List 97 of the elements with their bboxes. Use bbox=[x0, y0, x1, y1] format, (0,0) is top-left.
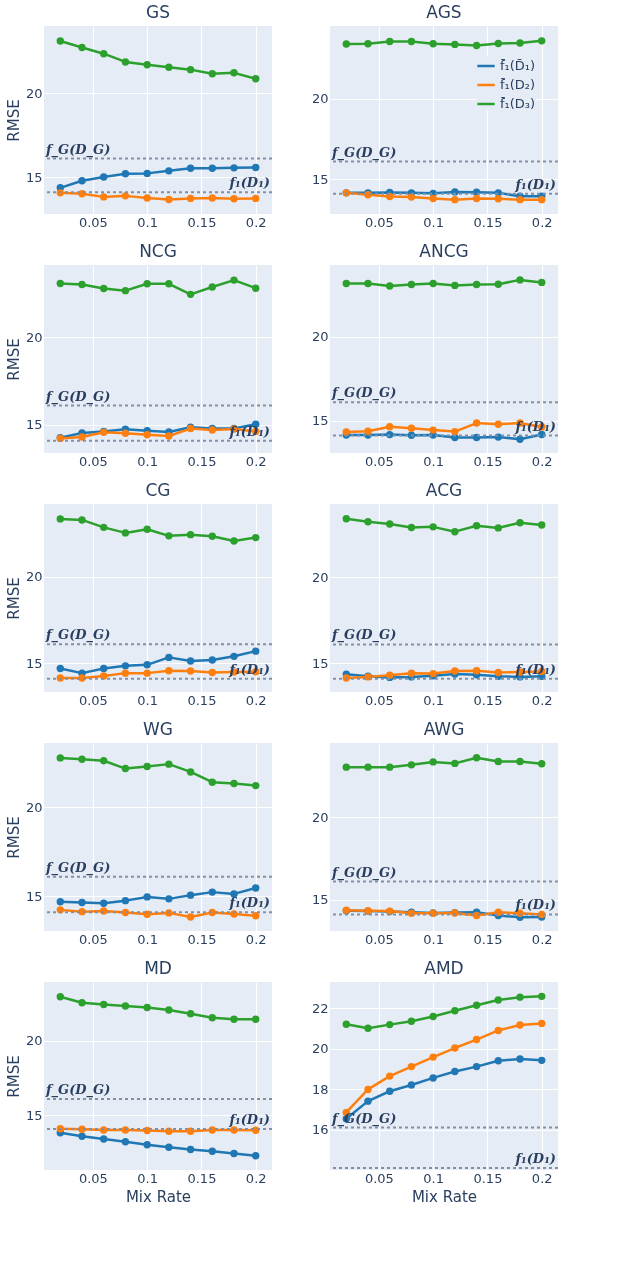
x-tick-label: 0.2 bbox=[245, 692, 267, 708]
y-tick-label: 15 bbox=[311, 171, 329, 187]
y-tick-label: 18 bbox=[311, 1081, 329, 1097]
y-axis-title: RMSE bbox=[4, 816, 23, 859]
y-axis-title: RMSE bbox=[4, 338, 23, 381]
y-tick-label: 15 bbox=[311, 413, 329, 429]
x-tick-label: 0.05 bbox=[364, 931, 394, 947]
y-tick-label: 15 bbox=[25, 169, 43, 185]
y-tick-label: 15 bbox=[25, 417, 43, 433]
x-tick-label: 0.1 bbox=[137, 692, 158, 708]
x-tick-label: 0.05 bbox=[364, 692, 394, 708]
x-tick-label: 0.15 bbox=[473, 931, 503, 947]
y-axis-title: RMSE bbox=[4, 577, 23, 620]
x-tick-label: 0.1 bbox=[423, 453, 444, 469]
y-tick-label: 15 bbox=[311, 892, 329, 908]
x-tick-label: 0.05 bbox=[364, 214, 394, 230]
chart-title: MD bbox=[144, 958, 172, 978]
x-tick-label: 0.2 bbox=[531, 1170, 553, 1186]
chart-title: CG bbox=[145, 480, 171, 500]
x-tick-label: 0.15 bbox=[187, 931, 217, 947]
ref-line-label: f₁(D₁) bbox=[514, 897, 556, 913]
x-tick-label: 0.05 bbox=[78, 931, 108, 947]
ref-line-label: f₁(D₁) bbox=[514, 1150, 556, 1166]
x-tick-label: 0.05 bbox=[78, 1170, 108, 1186]
x-tick-label: 0.2 bbox=[531, 931, 553, 947]
x-tick-label: 0.1 bbox=[423, 931, 444, 947]
y-tick-label: 16 bbox=[311, 1122, 329, 1138]
x-tick-label: 0.1 bbox=[137, 453, 158, 469]
y-tick-label: 22 bbox=[311, 1000, 329, 1016]
ref-line-label: f₁(D₁) bbox=[228, 895, 270, 911]
ref-line-label: f_G(D_G) bbox=[331, 627, 397, 644]
x-tick-label: 0.2 bbox=[245, 931, 267, 947]
x-tick-label: 0.1 bbox=[137, 1170, 158, 1186]
x-tick-label: 0.15 bbox=[187, 214, 217, 230]
x-tick-label: 0.05 bbox=[78, 214, 108, 230]
x-tick-label: 0.2 bbox=[245, 453, 267, 469]
ref-line-label: f_G(D_G) bbox=[45, 141, 111, 158]
x-tick-label: 0.15 bbox=[187, 1170, 217, 1186]
y-tick-label: 20 bbox=[25, 329, 43, 345]
y-tick-label: 20 bbox=[311, 569, 329, 585]
y-tick-label: 20 bbox=[25, 85, 43, 101]
x-tick-label: 0.1 bbox=[423, 692, 444, 708]
y-tick-label: 20 bbox=[311, 1041, 329, 1057]
y-tick-label: 15 bbox=[25, 655, 43, 671]
x-tick-label: 0.05 bbox=[78, 453, 108, 469]
x-tick-label: 0.15 bbox=[473, 1170, 503, 1186]
chart-title: ACG bbox=[425, 480, 463, 500]
y-tick-label: 15 bbox=[311, 655, 329, 671]
x-tick-label: 0.1 bbox=[423, 1170, 444, 1186]
x-tick-label: 0.15 bbox=[187, 453, 217, 469]
ref-line-label: f_G(D_G) bbox=[45, 388, 111, 405]
x-tick-label: 0.1 bbox=[423, 214, 444, 230]
x-axis-title: Mix Rate bbox=[125, 1187, 192, 1206]
x-tick-label: 0.15 bbox=[473, 692, 503, 708]
ref-line-label: f₁(D₁) bbox=[228, 175, 270, 191]
legend-label: f̄₁(D̄₁) bbox=[500, 58, 536, 73]
ref-line-label: f_G(D_G) bbox=[45, 627, 111, 644]
x-tick-label: 0.2 bbox=[531, 692, 553, 708]
x-tick-label: 0.05 bbox=[78, 692, 108, 708]
ref-line-label: f_G(D_G) bbox=[331, 385, 397, 402]
ref-line-label: f_G(D_G) bbox=[45, 1082, 111, 1099]
y-tick-label: 20 bbox=[311, 809, 329, 825]
chart-title: GS bbox=[146, 2, 170, 22]
chart-title: AWG bbox=[423, 719, 465, 739]
chart-title: AMD bbox=[424, 958, 464, 978]
y-tick-label: 15 bbox=[25, 1107, 43, 1123]
y-tick-label: 20 bbox=[25, 799, 43, 815]
x-tick-label: 0.05 bbox=[364, 453, 394, 469]
legend-label: f̄₁(D₃) bbox=[500, 96, 536, 111]
y-axis-title: RMSE bbox=[4, 1055, 23, 1098]
ref-line-label: f₁(D₁) bbox=[228, 1111, 270, 1127]
x-tick-label: 0.2 bbox=[531, 453, 553, 469]
ref-line-label: f_G(D_G) bbox=[331, 864, 397, 881]
x-tick-label: 0.2 bbox=[531, 214, 553, 230]
chart-title: AGS bbox=[426, 2, 462, 22]
x-tick-label: 0.15 bbox=[187, 692, 217, 708]
y-tick-label: 20 bbox=[25, 569, 43, 585]
chart-title: NCG bbox=[139, 241, 177, 261]
y-tick-label: 20 bbox=[25, 1033, 43, 1049]
x-tick-label: 0.1 bbox=[137, 214, 158, 230]
x-axis-title: Mix Rate bbox=[411, 1187, 478, 1206]
x-tick-label: 0.2 bbox=[245, 214, 267, 230]
y-axis-title: RMSE bbox=[4, 99, 23, 142]
y-tick-label: 20 bbox=[311, 91, 329, 107]
chart-title: ANCG bbox=[419, 241, 469, 261]
x-tick-label: 0.05 bbox=[364, 1170, 394, 1186]
legend-label: f̄₁(D₂) bbox=[500, 77, 536, 92]
x-tick-label: 0.1 bbox=[137, 931, 158, 947]
x-tick-label: 0.15 bbox=[473, 214, 503, 230]
y-tick-label: 15 bbox=[25, 888, 43, 904]
ref-line-label: f_G(D_G) bbox=[331, 144, 397, 161]
x-tick-label: 0.15 bbox=[473, 453, 503, 469]
y-tick-label: 20 bbox=[311, 329, 329, 345]
chart-title: WG bbox=[143, 719, 173, 739]
x-tick-label: 0.2 bbox=[245, 1170, 267, 1186]
ref-line-label: f_G(D_G) bbox=[45, 859, 111, 876]
ref-line-label: f₁(D₁) bbox=[514, 176, 556, 192]
